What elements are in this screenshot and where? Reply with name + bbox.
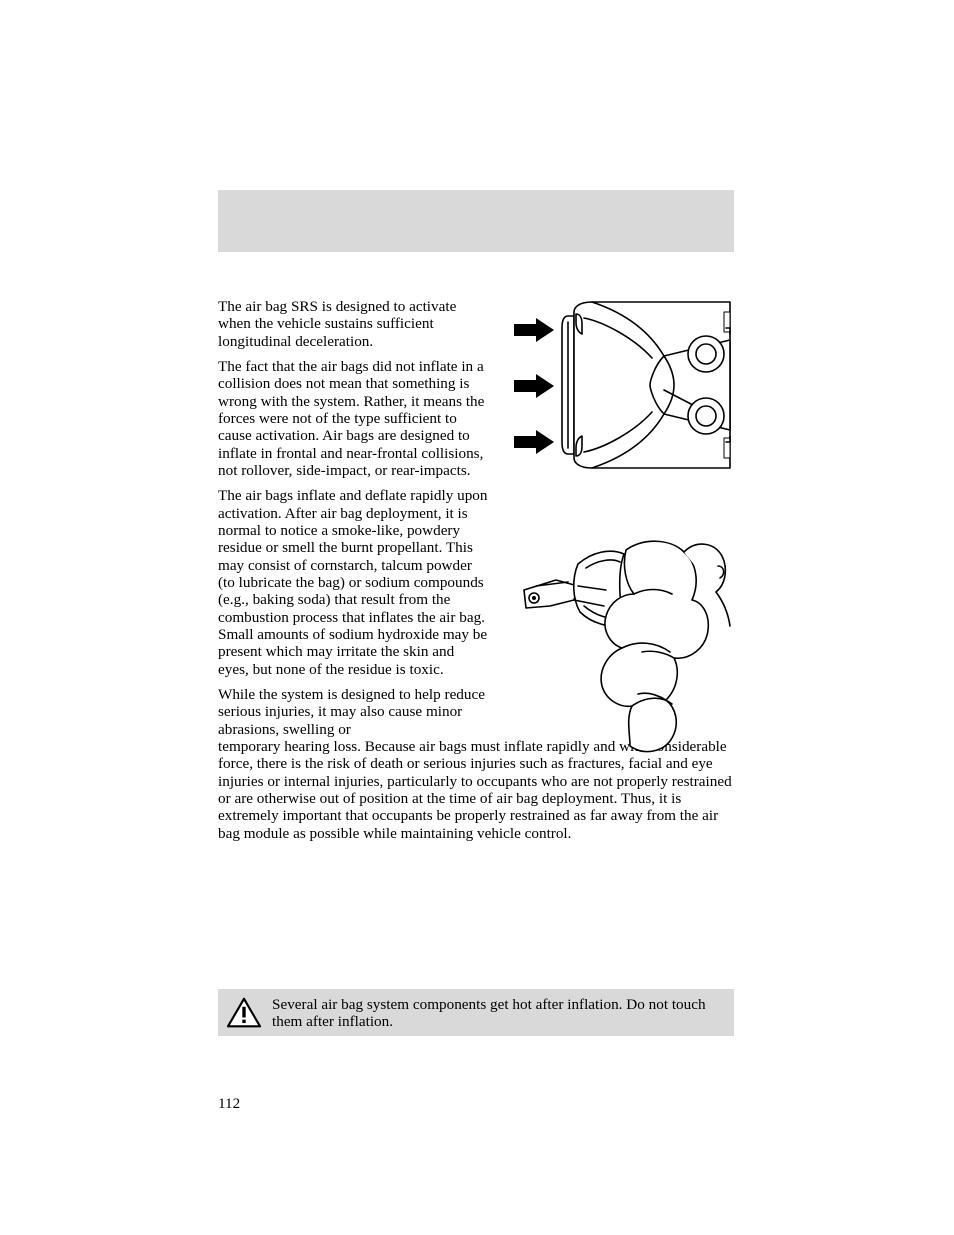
page: The air bag SRS is designed to activate … <box>0 0 954 1235</box>
paragraph-4-narrow: While the system is designed to help red… <box>218 686 488 738</box>
figure-frontal-impact <box>514 298 732 472</box>
figure-airbag-deploy <box>514 494 732 762</box>
vehicle-top-view <box>562 302 730 468</box>
header-band <box>218 190 734 252</box>
paragraph-1: The air bag SRS is designed to activate … <box>218 298 488 350</box>
impact-arrows <box>514 318 554 454</box>
paragraph-2: The fact that the air bags did not infla… <box>218 358 488 479</box>
warning-box: Several air bag system components get ho… <box>218 989 734 1036</box>
paragraph-3: The air bags inflate and deflate rapidly… <box>218 487 488 678</box>
warning-text: Several air bag system components get ho… <box>272 996 726 1031</box>
page-number: 112 <box>218 1095 240 1113</box>
caution-triangle-icon <box>226 997 262 1029</box>
